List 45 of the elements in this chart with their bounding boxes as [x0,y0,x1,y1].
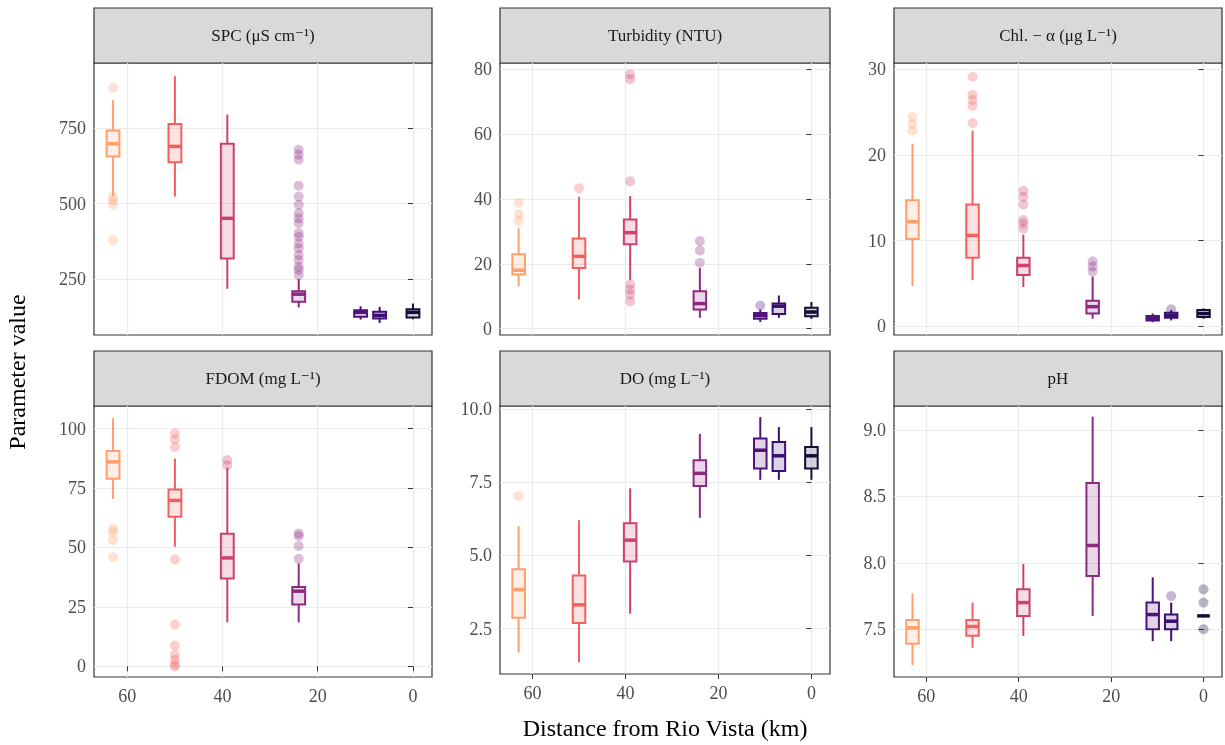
y-tick-label: 20 [868,144,886,165]
x-tick-label: 20 [1102,686,1121,706]
chart-title: DO (mg L⁻¹) [619,369,711,388]
chart-title: Chl. − α (μg L⁻¹) [999,26,1117,45]
y-tick-label: 75 [68,478,86,499]
y-tick-label: 60 [474,124,492,145]
x-tick-label: 40 [213,686,232,706]
x-tick-label: 60 [917,686,936,706]
y-tick-label: 2.5 [469,618,492,639]
y-tick-label: 500 [59,193,86,214]
y-tick-label: 40 [474,189,492,209]
y-tick-label: 20 [474,253,492,274]
x-tick-label: 40 [616,683,635,703]
x-axis-title: Distance from Rio Vista (km) [522,715,808,741]
y-tick-label: 0 [77,656,86,677]
y-tick-label: 30 [868,59,886,80]
y-tick-label: 0 [877,316,886,337]
x-tick-label: 0 [806,683,816,703]
chart-title: Turbidity (NTU) [607,26,723,45]
y-tick-label: 50 [68,537,86,558]
y-tick-label: 8.5 [863,486,886,507]
x-tick-label: 20 [709,683,728,703]
y-tick-label: 0 [483,318,492,339]
chart-title: pH [1047,369,1069,388]
y-tick-label: 750 [59,117,86,138]
y-tick-label: 100 [59,418,86,439]
x-tick-label: 0 [1199,686,1209,706]
y-tick-label: 25 [68,596,86,617]
y-tick-label: 10.0 [460,398,492,419]
x-tick-label: 60 [523,683,542,703]
y-tick-label: 8.0 [863,552,886,573]
x-tick-label: 20 [308,686,327,706]
y-axis-title: Parameter value [3,294,31,450]
chart-title: SPC (μS cm⁻¹) [211,26,315,45]
y-tick-label: 80 [474,59,492,80]
y-tick-label: 7.5 [863,619,886,640]
y-tick-label: 250 [59,269,86,290]
y-tick-label: 10 [868,230,886,251]
x-tick-label: 60 [118,686,137,706]
x-tick-label: 0 [408,686,418,706]
x-tick-label: 40 [1009,686,1028,706]
y-tick-label: 9.0 [863,419,886,440]
y-tick-label: 5.0 [469,545,492,566]
chart-title: FDOM (mg L⁻¹) [205,369,321,388]
y-tick-label: 7.5 [469,472,492,493]
